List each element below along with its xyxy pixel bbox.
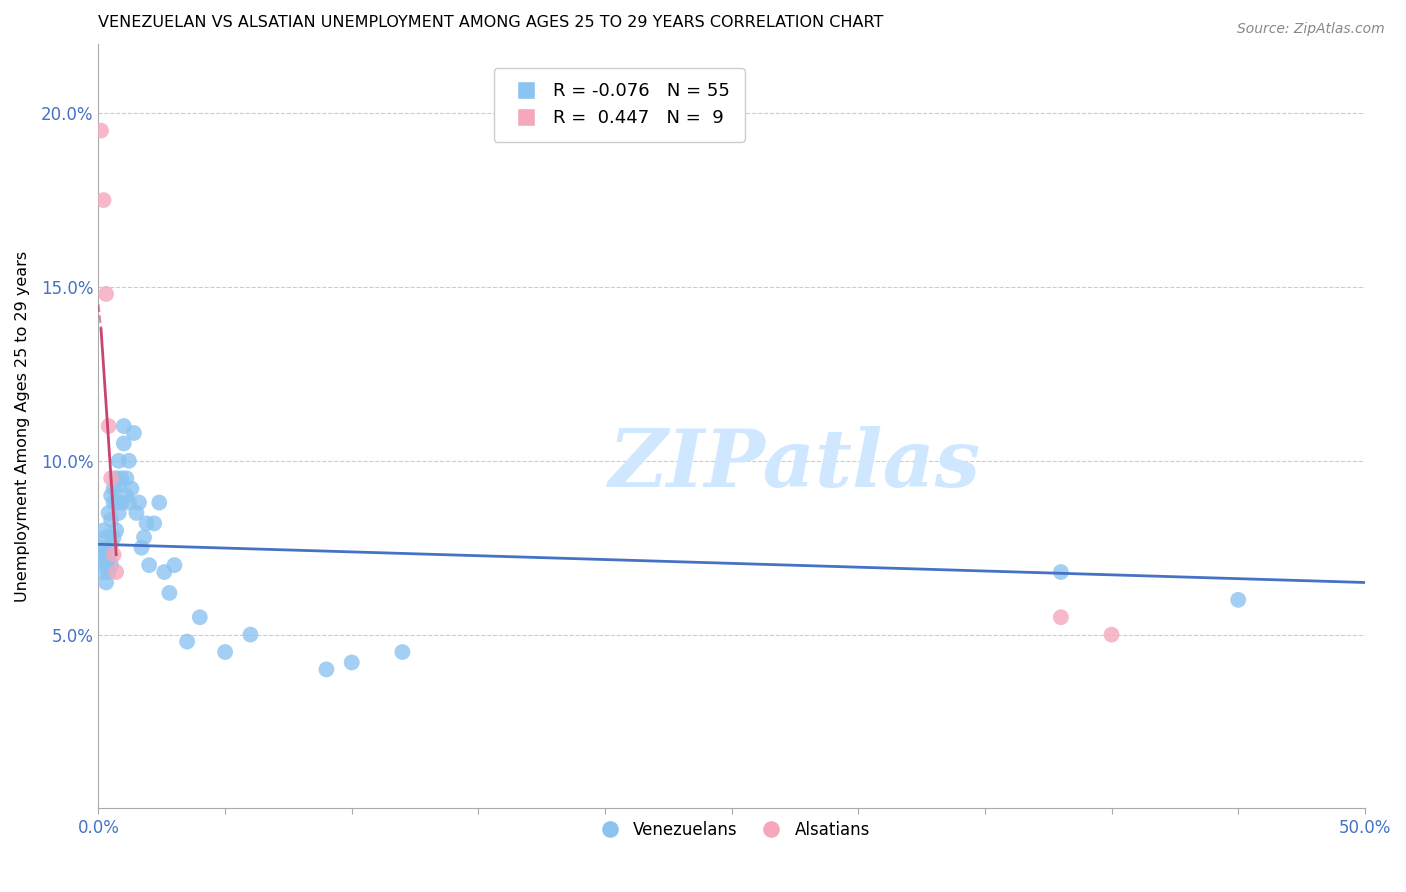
Point (93, 524, 115, 538)
Point (103, 495, 125, 509)
Point (153, 565, 176, 579)
Legend: Venezuelans, Alsatians: Venezuelans, Alsatians (586, 814, 877, 846)
Point (107, 478, 129, 492)
Point (214, 645, 236, 659)
Point (105, 495, 128, 509)
Point (107, 454, 129, 468)
Point (90, 551, 112, 566)
Point (148, 495, 170, 509)
Point (132, 530, 155, 544)
Point (115, 489, 138, 503)
Point (1227, 592, 1250, 607)
Point (94, 575, 117, 590)
Point (122, 425, 145, 440)
Point (391, 645, 413, 659)
Point (97, 551, 120, 566)
Point (100, 513, 122, 527)
Point (103, 548, 125, 562)
Point (1050, 565, 1073, 579)
Point (120, 482, 142, 496)
Point (100, 558, 122, 573)
Point (115, 471, 138, 485)
Y-axis label: Unemployment Among Ages 25 to 29 years: Unemployment Among Ages 25 to 29 years (15, 251, 30, 601)
Point (315, 662, 337, 676)
Point (100, 537, 122, 551)
Point (1050, 610, 1073, 624)
Point (1101, 627, 1123, 641)
Point (239, 627, 262, 641)
Point (94, 541, 117, 555)
Point (125, 506, 148, 520)
Point (103, 530, 125, 544)
Point (135, 516, 157, 531)
Point (340, 656, 363, 670)
Text: VENEZUELAN VS ALSATIAN UNEMPLOYMENT AMONG AGES 25 TO 29 YEARS CORRELATION CHART: VENEZUELAN VS ALSATIAN UNEMPLOYMENT AMON… (98, 15, 884, 30)
Point (94, 530, 117, 544)
Point (105, 565, 128, 579)
Text: ZIPatlas: ZIPatlas (609, 425, 981, 503)
Point (143, 516, 166, 531)
Point (97, 506, 120, 520)
Point (90, 541, 112, 555)
Point (188, 610, 211, 624)
Point (97, 565, 120, 579)
Point (93, 193, 115, 207)
Point (93, 548, 115, 562)
Point (128, 495, 150, 509)
Point (105, 471, 128, 485)
Point (118, 454, 141, 468)
Point (103, 482, 125, 496)
Point (110, 471, 132, 485)
Point (118, 495, 141, 509)
Point (94, 558, 117, 573)
Point (112, 436, 135, 450)
Point (163, 558, 186, 573)
Point (100, 489, 122, 503)
Point (93, 565, 115, 579)
Point (105, 524, 128, 538)
Text: Source: ZipAtlas.com: Source: ZipAtlas.com (1237, 22, 1385, 37)
Point (131, 541, 153, 555)
Point (112, 419, 135, 434)
Point (94, 287, 117, 301)
Point (90, 123, 112, 137)
Point (110, 495, 132, 509)
Point (107, 506, 129, 520)
Point (138, 558, 160, 573)
Point (176, 634, 198, 648)
Point (97, 419, 120, 434)
Point (157, 586, 180, 600)
Point (100, 471, 122, 485)
